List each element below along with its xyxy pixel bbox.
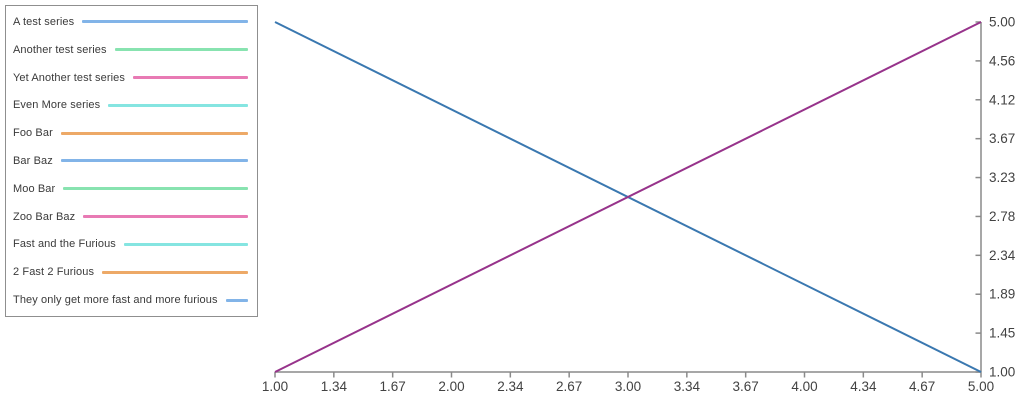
legend-item-label: Fast and the Furious xyxy=(13,238,116,251)
legend-item-label: Bar Baz xyxy=(13,154,53,167)
legend-line-swatch xyxy=(102,270,248,274)
legend-item-label: Foo Bar xyxy=(13,127,53,140)
x-tick-label: 2.67 xyxy=(556,379,582,394)
legend-item-label: Yet Another test series xyxy=(13,71,125,84)
legend-item: 2 Fast 2 Furious xyxy=(13,266,248,278)
legend-item-label: They only get more fast and more furious xyxy=(13,294,218,307)
x-tick-label: 3.34 xyxy=(674,379,701,394)
x-tick-label: 5.00 xyxy=(968,379,994,394)
y-tick-label: 3.23 xyxy=(989,170,1015,185)
legend-item: Another test series xyxy=(13,44,248,56)
legend-item-label: Another test series xyxy=(13,43,107,56)
legend-line-swatch xyxy=(83,215,248,219)
y-tick-label: 4.12 xyxy=(989,92,1015,107)
x-tick-label: 1.67 xyxy=(380,379,406,394)
x-tick-label: 4.34 xyxy=(850,379,877,394)
x-tick-label: 3.00 xyxy=(615,379,641,394)
legend-line-swatch xyxy=(225,298,248,302)
legend-line-swatch xyxy=(123,242,248,246)
x-tick-label: 4.67 xyxy=(909,379,935,394)
legend-item: Zoo Bar Baz xyxy=(13,211,248,223)
y-tick-label: 2.34 xyxy=(989,248,1016,263)
series-line-ascending-line xyxy=(274,21,982,373)
y-tick-label: 5.00 xyxy=(989,15,1015,30)
x-tick-label: 1.00 xyxy=(262,379,288,394)
legend-line-swatch xyxy=(60,159,248,163)
y-tick-label: 4.56 xyxy=(989,53,1015,68)
legend-item: Even More series xyxy=(13,99,248,111)
legend-item-label: Moo Bar xyxy=(13,182,56,195)
legend-line-swatch xyxy=(108,103,248,107)
legend-item: Moo Bar xyxy=(13,183,248,195)
legend-item-label: Even More series xyxy=(13,99,101,112)
legend-item: Fast and the Furious xyxy=(13,238,248,250)
legend-item-label: Zoo Bar Baz xyxy=(13,210,76,223)
x-tick-label: 2.00 xyxy=(438,379,464,394)
legend-item-label: A test series xyxy=(13,15,75,28)
legend-item-label: 2 Fast 2 Furious xyxy=(13,266,95,279)
legend-item: A test series xyxy=(13,16,248,28)
y-tick-label: 2.78 xyxy=(989,209,1015,224)
legend: A test series Another test series Yet Anot… xyxy=(5,5,258,317)
legend-line-swatch xyxy=(132,76,248,80)
x-tick-label: 1.34 xyxy=(321,379,348,394)
y-tick-label: 1.89 xyxy=(989,287,1015,302)
y-tick-label: 1.00 xyxy=(989,365,1015,380)
legend-line-swatch xyxy=(82,20,248,24)
y-tick-label: 3.67 xyxy=(989,131,1015,146)
legend-item: Bar Baz xyxy=(13,155,248,167)
x-tick-label: 2.34 xyxy=(497,379,524,394)
x-tick-label: 4.00 xyxy=(791,379,817,394)
legend-item: Foo Bar xyxy=(13,127,248,139)
x-tick-label: 3.67 xyxy=(733,379,759,394)
legend-line-swatch xyxy=(114,48,248,52)
legend-line-swatch xyxy=(63,187,248,191)
y-tick-label: 1.45 xyxy=(989,326,1015,341)
legend-item: They only get more fast and more furious xyxy=(13,294,248,306)
legend-item: Yet Another test series xyxy=(13,72,248,84)
legend-line-swatch xyxy=(60,131,248,135)
